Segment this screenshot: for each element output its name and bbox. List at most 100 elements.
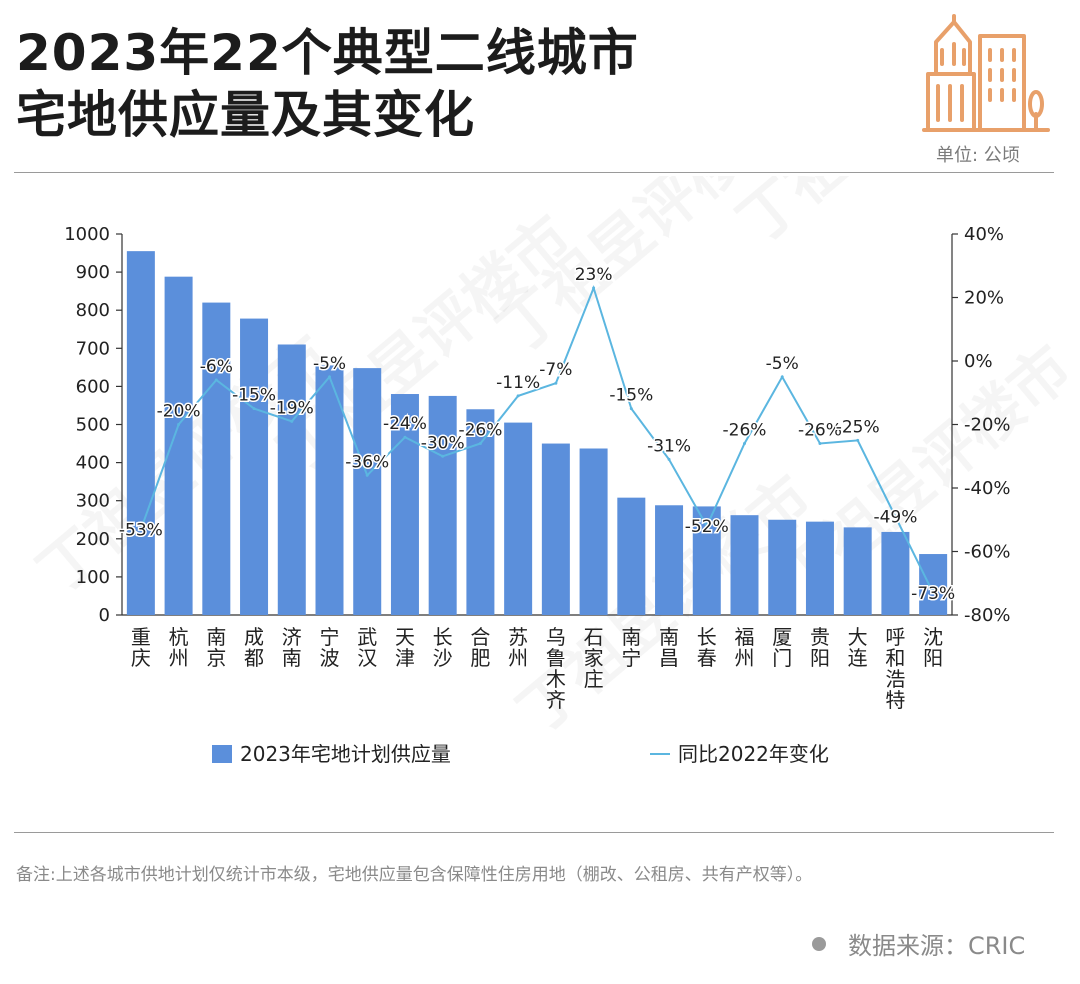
left-tick-label: 300 (76, 491, 110, 512)
bar (843, 527, 872, 615)
bar (428, 395, 457, 615)
bar (805, 521, 834, 615)
line-point (403, 435, 407, 439)
source-label: 数据来源：CRIC (848, 932, 1026, 960)
bar (655, 505, 684, 615)
line-data-label: -24% (383, 414, 427, 434)
bar (730, 515, 759, 615)
category-label: 合肥 (470, 625, 490, 670)
category-label: 长沙 (433, 625, 453, 670)
category-label: 成都 (244, 625, 264, 670)
line-data-label: -26% (723, 421, 767, 441)
city-buildings-icon (922, 14, 1050, 132)
title-line-2: 宅地供应量及其变化 (16, 86, 475, 144)
header-divider (14, 172, 1054, 173)
line-point (856, 438, 860, 442)
line-point (290, 419, 294, 423)
title-line-1: 2023年22个典型二线城市 (16, 24, 639, 82)
line-data-label: -25% (836, 417, 880, 437)
bar (504, 422, 533, 615)
line-point (667, 457, 671, 461)
line-point (629, 407, 633, 411)
line-data-label: -7% (539, 360, 572, 380)
bar (579, 448, 608, 615)
line-data-label: -73% (911, 584, 955, 604)
unit-label: 单位: 公顷 (936, 145, 1020, 166)
category-label: 呼和浩特 (885, 625, 905, 712)
category-label: 长春 (697, 625, 717, 670)
line-series (139, 285, 935, 595)
line-data-label: -53% (119, 520, 163, 540)
left-tick-label: 500 (76, 415, 110, 436)
line-point (177, 423, 181, 426)
line-data-label: -5% (766, 354, 799, 374)
line-data-label: -19% (270, 398, 314, 418)
source-line: 数据来源：CRIC (812, 926, 1025, 961)
line-point (893, 515, 897, 519)
bar (126, 251, 155, 615)
line-point (780, 375, 784, 379)
left-tick-label: 600 (76, 376, 110, 397)
category-label: 厦门 (772, 625, 792, 670)
right-tick-label: 20% (964, 288, 1004, 309)
bar (919, 554, 948, 615)
page-title: 2023年22个典型二线城市 宅地供应量及其变化 (16, 22, 639, 146)
category-label: 杭州 (169, 625, 189, 670)
line-point (818, 442, 822, 446)
left-tick-label: 0 (99, 605, 110, 626)
line-data-label: -30% (421, 433, 465, 453)
bar-series (126, 251, 948, 615)
yoy-change-line (139, 285, 934, 594)
bar (768, 519, 797, 615)
line-data-label: -6% (200, 357, 233, 377)
right-tick-label: -40% (964, 478, 1011, 499)
line-point (931, 591, 935, 595)
line-point (705, 524, 709, 528)
line-data-label: -15% (232, 386, 276, 406)
left-tick-label: 400 (76, 453, 110, 474)
line-point (139, 527, 143, 531)
data-labels: -53%-20%-6%-15%-19%-5%-36%-24%-30%-26%-1… (117, 263, 956, 605)
footnote: 备注:上述各城市供地计划仅统计市本级，宅地供应量包含保障性住房用地（棚改、公租房… (16, 865, 813, 885)
left-tick-label: 900 (76, 262, 110, 283)
bar (617, 497, 646, 615)
bar (202, 302, 231, 615)
right-tick-label: 40% (964, 224, 1004, 245)
line-point (516, 394, 520, 398)
line-point (441, 454, 445, 458)
category-labels: 重庆杭州南京成都济南宁波武汉天津长沙合肥苏州乌鲁木齐石家庄南宁南昌长春福州厦门贵… (131, 625, 943, 712)
category-label: 大连 (848, 625, 868, 670)
line-point (365, 473, 369, 477)
legend-bar-label: 2023年宅地计划供应量 (240, 742, 451, 766)
category-label: 贵阳 (810, 625, 830, 670)
category-label: 宁波 (320, 625, 340, 670)
line-point (743, 442, 746, 446)
left-tick-label: 1000 (64, 224, 110, 245)
legend: 2023年宅地计划供应量 同比2022年变化 (212, 742, 829, 766)
line-point (328, 375, 331, 379)
bar (541, 443, 570, 615)
line-data-label: -5% (313, 354, 346, 374)
bar (240, 318, 269, 615)
bar (881, 531, 910, 615)
category-label: 南昌 (659, 625, 679, 670)
left-tick-label: 800 (76, 300, 110, 321)
line-point (214, 378, 218, 382)
category-label: 福州 (735, 625, 755, 670)
category-label: 天津 (395, 625, 415, 670)
watermark-text: 丁祖昱评楼市 (725, 176, 1046, 257)
line-data-label: -26% (458, 421, 502, 441)
line-data-label: 23% (575, 265, 613, 285)
bar (353, 368, 382, 615)
line-data-label: -11% (496, 373, 540, 393)
left-tick-label: 200 (76, 529, 110, 550)
line-point (252, 407, 256, 411)
category-label: 沈阳 (923, 625, 943, 670)
right-tick-label: -20% (964, 415, 1011, 436)
line-data-label: -20% (157, 402, 201, 422)
category-label: 重庆 (131, 625, 151, 670)
bar (277, 344, 306, 615)
legend-line-label: 同比2022年变化 (678, 742, 829, 766)
line-data-label: -52% (685, 517, 729, 537)
line-point (554, 381, 558, 385)
